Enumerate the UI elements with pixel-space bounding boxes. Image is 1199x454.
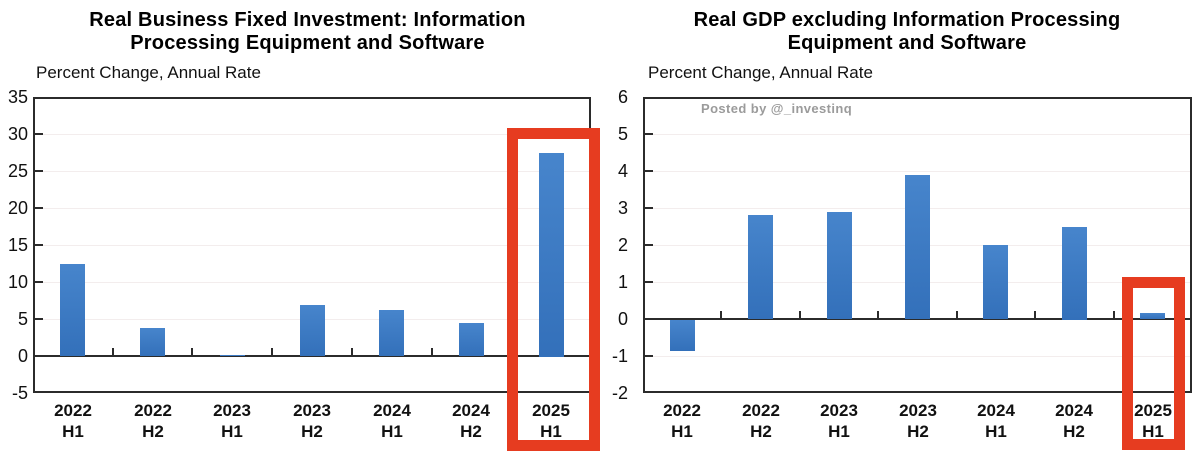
x-axis-tick bbox=[191, 348, 193, 356]
gridline-15 bbox=[35, 245, 589, 246]
y-tick-label: 35 bbox=[7, 87, 28, 107]
highlight-box-right-2025-h1 bbox=[1122, 277, 1185, 450]
bar-2025-h1 bbox=[1140, 313, 1165, 319]
bar-2022-h2 bbox=[748, 215, 773, 319]
x-category-label-2023-h1: 2023 H1 bbox=[213, 401, 251, 441]
gridline--1 bbox=[645, 356, 1190, 357]
y-tick-label: 15 bbox=[7, 235, 28, 255]
y-tick-label: 25 bbox=[7, 161, 28, 181]
chart-title-right-line2: Equipment and Software bbox=[787, 32, 1027, 54]
x-category-label-2022-h1: 2022 H1 bbox=[54, 401, 92, 441]
chart-title-left: Real Business Fixed Investment: Informat… bbox=[20, 9, 595, 55]
x-axis-tick bbox=[720, 311, 722, 319]
y-axis-tick bbox=[35, 281, 43, 283]
bar-2024-h2 bbox=[1062, 227, 1087, 320]
y-axis-tick bbox=[35, 207, 43, 209]
zero-axis-line bbox=[33, 355, 591, 357]
chart-title-right: Real GDP excluding Information Processin… bbox=[615, 9, 1199, 55]
bar-2022-h2 bbox=[140, 328, 165, 356]
bar-2024-h1 bbox=[379, 310, 404, 356]
gridline-30 bbox=[35, 134, 589, 135]
y-tick-label: -2 bbox=[611, 383, 628, 403]
x-axis-tick bbox=[1034, 311, 1036, 319]
y-tick-label: -1 bbox=[611, 346, 628, 366]
y-tick-label: 2 bbox=[617, 235, 628, 255]
x-category-label-2023-h2: 2023 H2 bbox=[899, 401, 937, 441]
bar-2023-h2 bbox=[905, 175, 930, 319]
bar-2022-h1 bbox=[60, 264, 85, 356]
gridline-10 bbox=[35, 282, 589, 283]
x-category-label-2023-h2: 2023 H2 bbox=[293, 401, 331, 441]
x-category-label-2025-h1: 2025 H1 bbox=[1134, 401, 1172, 441]
x-category-label-2024-h2: 2024 H2 bbox=[452, 401, 490, 441]
bar-2024-h2 bbox=[459, 323, 484, 356]
gridline-5 bbox=[645, 134, 1190, 135]
x-category-label-2024-h1: 2024 H1 bbox=[373, 401, 411, 441]
x-category-label-2022-h2: 2022 H2 bbox=[742, 401, 780, 441]
x-axis-tick bbox=[112, 348, 114, 356]
chart-title-left-line2: Processing Equipment and Software bbox=[130, 32, 485, 54]
bar-2023-h1 bbox=[220, 355, 245, 356]
y-axis-tick bbox=[645, 355, 653, 357]
gridline-20 bbox=[35, 208, 589, 209]
x-axis-tick bbox=[1113, 311, 1115, 319]
y-axis-tick bbox=[645, 318, 653, 320]
x-category-label-2024-h2: 2024 H2 bbox=[1055, 401, 1093, 441]
x-axis-tick bbox=[799, 311, 801, 319]
x-axis-tick bbox=[351, 348, 353, 356]
bar-2023-h2 bbox=[300, 305, 325, 356]
y-axis-tick bbox=[35, 133, 43, 135]
y-tick-label: 10 bbox=[7, 272, 28, 292]
x-axis-tick bbox=[271, 348, 273, 356]
bar-2025-h1 bbox=[539, 153, 564, 357]
y-axis-tick bbox=[35, 244, 43, 246]
bar-2024-h1 bbox=[983, 245, 1008, 319]
y-tick-label: 4 bbox=[617, 161, 628, 181]
plot-area-right bbox=[643, 97, 1192, 393]
x-axis-tick bbox=[877, 311, 879, 319]
y-axis-tick bbox=[645, 133, 653, 135]
zero-axis-line bbox=[643, 318, 1192, 320]
gridline-4 bbox=[645, 171, 1190, 172]
y-tick-label: 1 bbox=[617, 272, 628, 292]
x-category-label-2024-h1: 2024 H1 bbox=[977, 401, 1015, 441]
y-tick-label: 0 bbox=[617, 309, 628, 329]
bar-2023-h1 bbox=[827, 212, 852, 319]
watermark-text: Posted by @_investinq bbox=[701, 101, 853, 116]
chart-title-right-line1: Real GDP excluding Information Processin… bbox=[693, 9, 1121, 31]
y-axis-caption-right: Percent Change, Annual Rate bbox=[648, 63, 873, 82]
y-tick-label: 6 bbox=[617, 87, 628, 107]
y-tick-label: 30 bbox=[7, 124, 28, 144]
gridline-25 bbox=[35, 171, 589, 172]
y-tick-label: -5 bbox=[11, 383, 28, 403]
y-tick-label: 0 bbox=[17, 346, 28, 366]
bar-2022-h1 bbox=[670, 320, 695, 351]
y-tick-label: 3 bbox=[617, 198, 628, 218]
x-axis-tick bbox=[431, 348, 433, 356]
y-axis-tick bbox=[645, 281, 653, 283]
x-axis-tick bbox=[956, 311, 958, 319]
y-tick-label: 20 bbox=[7, 198, 28, 218]
y-axis-tick bbox=[645, 207, 653, 209]
y-axis-tick bbox=[35, 355, 43, 357]
chart-title-left-line1: Real Business Fixed Investment: Informat… bbox=[89, 9, 526, 31]
x-category-label-2023-h1: 2023 H1 bbox=[820, 401, 858, 441]
y-axis-tick bbox=[35, 318, 43, 320]
y-axis-caption-left: Percent Change, Annual Rate bbox=[36, 63, 261, 82]
x-category-label-2025-h1: 2025 H1 bbox=[532, 401, 570, 441]
y-tick-label: 5 bbox=[17, 309, 28, 329]
y-axis-tick bbox=[645, 244, 653, 246]
y-axis-tick bbox=[35, 170, 43, 172]
y-axis-tick bbox=[645, 170, 653, 172]
y-tick-label: 5 bbox=[617, 124, 628, 144]
highlight-box-left-2025-h1 bbox=[507, 128, 600, 451]
x-category-label-2022-h2: 2022 H2 bbox=[134, 401, 172, 441]
x-category-label-2022-h1: 2022 H1 bbox=[663, 401, 701, 441]
